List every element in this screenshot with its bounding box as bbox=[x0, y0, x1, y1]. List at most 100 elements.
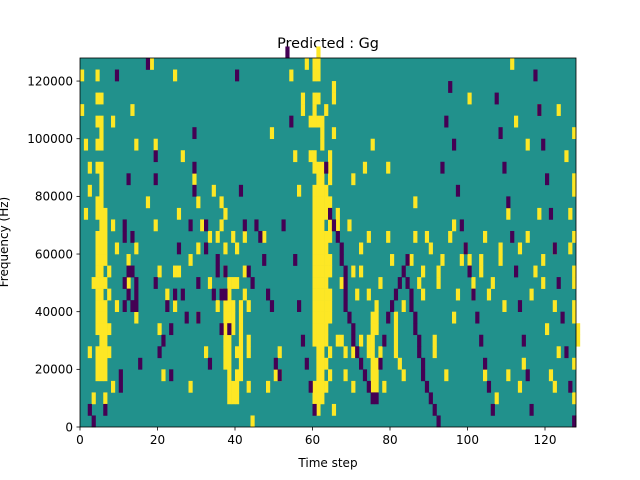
heatmap-cell-high bbox=[107, 288, 112, 301]
heatmap-cell-high bbox=[196, 242, 201, 255]
heatmap-cell-high bbox=[235, 346, 240, 359]
chart-title: Predicted : Gg bbox=[277, 36, 379, 52]
heatmap-cell-high bbox=[289, 69, 294, 82]
heatmap-cell-high bbox=[374, 323, 379, 336]
heatmap-cell-low bbox=[153, 150, 158, 163]
heatmap-cell-high bbox=[161, 369, 166, 382]
heatmap-cell-high bbox=[227, 288, 232, 301]
heatmap-cell-high bbox=[316, 288, 321, 301]
heatmap-cell-high bbox=[506, 207, 511, 220]
heatmap-cell-high bbox=[114, 300, 120, 312]
heatmap-cell-low bbox=[138, 357, 143, 370]
heatmap-cell-high bbox=[207, 230, 213, 243]
heatmap-cell-high bbox=[312, 196, 317, 209]
heatmap-cell-high bbox=[188, 380, 193, 393]
heatmap-cell-high bbox=[235, 380, 240, 393]
heatmap-cell-high bbox=[297, 184, 302, 197]
heatmap-cell-high bbox=[328, 288, 333, 301]
heatmap-cell-high bbox=[238, 346, 244, 359]
heatmap-cell-low bbox=[204, 219, 209, 232]
heatmap-cell-low bbox=[122, 277, 127, 289]
heatmap-cell-low bbox=[258, 230, 263, 243]
heatmap-cell-high bbox=[529, 288, 534, 301]
heatmap-cell-high bbox=[459, 254, 464, 266]
heatmap-cell-high bbox=[235, 369, 240, 382]
heatmap-cell-high bbox=[320, 207, 325, 220]
heatmap-cell-high bbox=[355, 288, 360, 301]
x-tick-label: 0 bbox=[76, 433, 84, 447]
heatmap-cell-low bbox=[273, 357, 278, 370]
heatmap-cell-high bbox=[525, 138, 530, 151]
heatmap-cell-high bbox=[134, 242, 139, 255]
heatmap-cell-high bbox=[324, 380, 329, 393]
heatmap-cell-high bbox=[312, 380, 317, 393]
heatmap-cell-high bbox=[173, 300, 178, 312]
heatmap-cell-high bbox=[103, 242, 108, 255]
x-axis-ticks: 0 20 40 60 80 100 120 bbox=[76, 427, 556, 447]
heatmap-cell-high bbox=[483, 369, 488, 382]
heatmap-cell-high bbox=[320, 115, 325, 128]
heatmap-cell-high bbox=[153, 138, 158, 151]
heatmap-cell-low bbox=[300, 334, 306, 347]
heatmap-cell-high bbox=[324, 334, 329, 347]
heatmap-cell-high bbox=[103, 357, 108, 370]
heatmap-cell-high bbox=[320, 219, 325, 232]
heatmap-cell-high bbox=[173, 265, 178, 278]
heatmap-cell-high bbox=[262, 230, 267, 243]
heatmap-cell-low bbox=[545, 173, 550, 186]
heatmap-cell-high bbox=[192, 173, 197, 186]
heatmap-cell-low bbox=[413, 323, 418, 336]
heatmap-cell-high bbox=[374, 357, 379, 370]
heatmap-cell-high bbox=[95, 357, 100, 370]
heatmap-cell-high bbox=[370, 369, 375, 382]
heatmap-cell-high bbox=[328, 150, 333, 163]
heatmap-cell-low bbox=[506, 196, 511, 209]
heatmap-cell-high bbox=[452, 219, 457, 232]
heatmap-cell-high bbox=[246, 334, 251, 347]
heatmap-cell-high bbox=[545, 323, 550, 336]
heatmap-cell-low bbox=[529, 403, 534, 416]
heatmap-cell-high bbox=[95, 115, 100, 128]
heatmap-cell-high bbox=[409, 254, 414, 266]
heatmap-cell-high bbox=[335, 207, 340, 220]
heatmap-cell-low bbox=[122, 219, 127, 232]
heatmap-cell-high bbox=[223, 323, 228, 336]
heatmap-cell-high bbox=[227, 311, 232, 324]
heatmap-cell-high bbox=[99, 230, 104, 243]
heatmap-cell-high bbox=[103, 311, 108, 324]
heatmap-cell-low bbox=[324, 161, 329, 174]
heatmap-cell-high bbox=[370, 380, 375, 393]
heatmap-cell-high bbox=[316, 196, 321, 209]
heatmap-cell-high bbox=[273, 369, 278, 382]
heatmap-cell-high bbox=[312, 288, 317, 301]
heatmap-cell-high bbox=[572, 230, 577, 243]
heatmap-cell-high bbox=[510, 58, 515, 70]
heatmap-cell-high bbox=[312, 150, 317, 163]
heatmap-cell-high bbox=[572, 184, 577, 197]
heatmap-cell-low bbox=[180, 288, 185, 301]
heatmap-cell-high bbox=[126, 254, 131, 266]
heatmap-cell-high bbox=[242, 288, 247, 301]
heatmap-cell-low bbox=[359, 357, 364, 370]
heatmap-cell-low bbox=[393, 288, 399, 301]
heatmap-cell-high bbox=[343, 369, 348, 382]
heatmap-cell-low bbox=[254, 219, 259, 232]
heatmap-cell-high bbox=[176, 207, 182, 220]
heatmap-cell-high bbox=[324, 242, 329, 255]
heatmap-cell-high bbox=[316, 219, 321, 232]
heatmap-cell-high bbox=[87, 161, 92, 174]
heatmap-cell-high bbox=[99, 369, 104, 382]
heatmap-cell-low bbox=[541, 138, 546, 151]
heatmap-cell-high bbox=[238, 334, 244, 347]
heatmap-cell-high bbox=[393, 323, 399, 336]
heatmap-cell-high bbox=[300, 92, 306, 105]
heatmap-cell-high bbox=[246, 346, 251, 359]
heatmap-cell-high bbox=[188, 254, 193, 266]
x-tick-label: 40 bbox=[227, 433, 242, 447]
heatmap-cell-low bbox=[87, 403, 92, 416]
heatmap-cell-low bbox=[459, 219, 464, 232]
heatmap-cell-high bbox=[223, 207, 228, 220]
heatmap-cell-high bbox=[126, 277, 131, 289]
heatmap-cell-low bbox=[552, 242, 557, 255]
